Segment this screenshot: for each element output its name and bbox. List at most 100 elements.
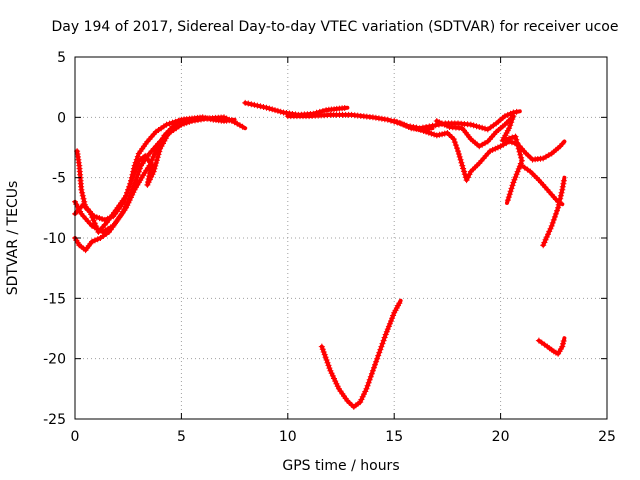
data-point-marker [560,177,567,184]
data-point-marker [226,116,233,123]
data-point-marker [147,167,154,174]
data-point-marker [441,121,448,128]
data-point-marker [425,129,432,136]
data-point-marker [326,365,333,372]
data-point-marker [513,108,520,115]
data-point-marker [514,168,521,175]
data-point-marker [127,194,134,201]
data-point-marker [457,156,464,163]
data-point-marker [223,115,230,122]
data-point-marker [152,162,159,169]
y-axis-label: SDTVAR / TECUs [5,181,21,296]
data-point-marker [432,122,439,129]
data-point-marker [341,105,348,111]
data-point-marker [467,121,474,128]
data-point-marker [456,153,463,160]
data-point-marker [501,113,508,120]
data-point-marker [274,107,281,114]
data-point-marker [506,135,513,142]
data-point-marker [384,326,391,333]
data-point-marker [359,393,366,400]
data-point-marker [153,160,160,166]
data-point-marker [507,188,514,195]
data-point-marker [546,228,553,235]
data-point-marker [124,189,131,196]
data-point-marker [89,214,96,221]
data-point-marker [555,201,562,208]
data-point-marker [513,136,520,143]
data-point-marker [358,396,365,403]
data-point-marker [502,136,509,143]
data-point-marker [129,191,136,198]
x-tick-label: 15 [385,429,403,445]
data-point-marker [182,117,189,124]
data-point-marker [384,116,391,123]
data-point-marker [558,189,565,196]
data-point-marker [126,183,133,190]
data-point-marker [431,131,438,138]
data-point-marker [319,108,326,114]
data-point-marker [89,238,95,245]
data-point-marker [559,183,566,190]
data-point-marker [509,182,516,189]
data-point-marker [383,328,390,335]
data-point-marker [389,315,396,322]
data-point-marker [329,372,336,379]
x-tick-label: 25 [598,429,616,445]
data-point-marker [515,165,522,172]
data-point-marker [134,153,141,160]
data-point-marker [465,174,471,181]
data-point-marker [254,102,261,109]
data-point-marker [174,119,181,126]
data-point-marker [365,379,372,386]
data-point-marker [554,207,560,214]
data-point-marker [455,148,461,155]
data-point-marker [373,358,380,365]
data-point-marker [415,126,422,133]
data-point-marker [368,370,375,377]
data-point-marker [145,179,152,186]
data-point-marker [320,349,327,355]
data-point-marker [385,323,392,330]
data-point-marker [499,137,506,144]
data-point-marker [513,171,520,178]
data-point-marker [487,148,493,155]
data-point-marker [90,217,97,224]
data-point-marker [482,125,488,132]
data-point-marker [332,378,339,385]
data-point-marker [160,140,166,147]
data-point-marker [492,145,499,152]
data-point-marker [79,189,86,196]
data-point-marker [251,101,258,108]
data-point-marker [266,105,273,112]
chart-title: Day 194 of 2017, Sidereal Day-to-day VTE… [52,19,619,35]
data-point-marker [560,338,567,344]
data-point-marker [371,364,377,371]
x-axis-label: GPS time / hours [282,458,399,474]
data-point-marker [509,116,516,123]
data-point-marker [396,119,403,126]
data-point-marker [366,376,373,383]
data-point-marker [551,213,558,220]
data-point-marker [507,122,514,129]
data-point-marker [441,130,448,137]
y-tick-label: -5 [52,171,66,187]
data-point-marker [162,135,169,142]
data-point-marker [555,204,562,211]
data-point-marker [272,107,278,114]
data-point-marker [473,123,480,130]
data-point-marker [504,197,511,204]
data-point-marker [426,123,433,130]
data-point-marker [154,154,161,161]
data-point-marker [396,300,403,307]
y-tick-label: -15 [43,291,66,307]
data-point-marker [263,104,270,111]
data-point-marker [517,151,524,158]
data-point-marker [151,165,158,172]
data-point-marker [543,234,550,240]
data-point-marker [504,111,511,118]
data-point-marker [459,162,466,169]
data-point-marker [423,128,430,135]
data-point-marker [175,123,182,130]
data-point-marker [376,349,383,356]
